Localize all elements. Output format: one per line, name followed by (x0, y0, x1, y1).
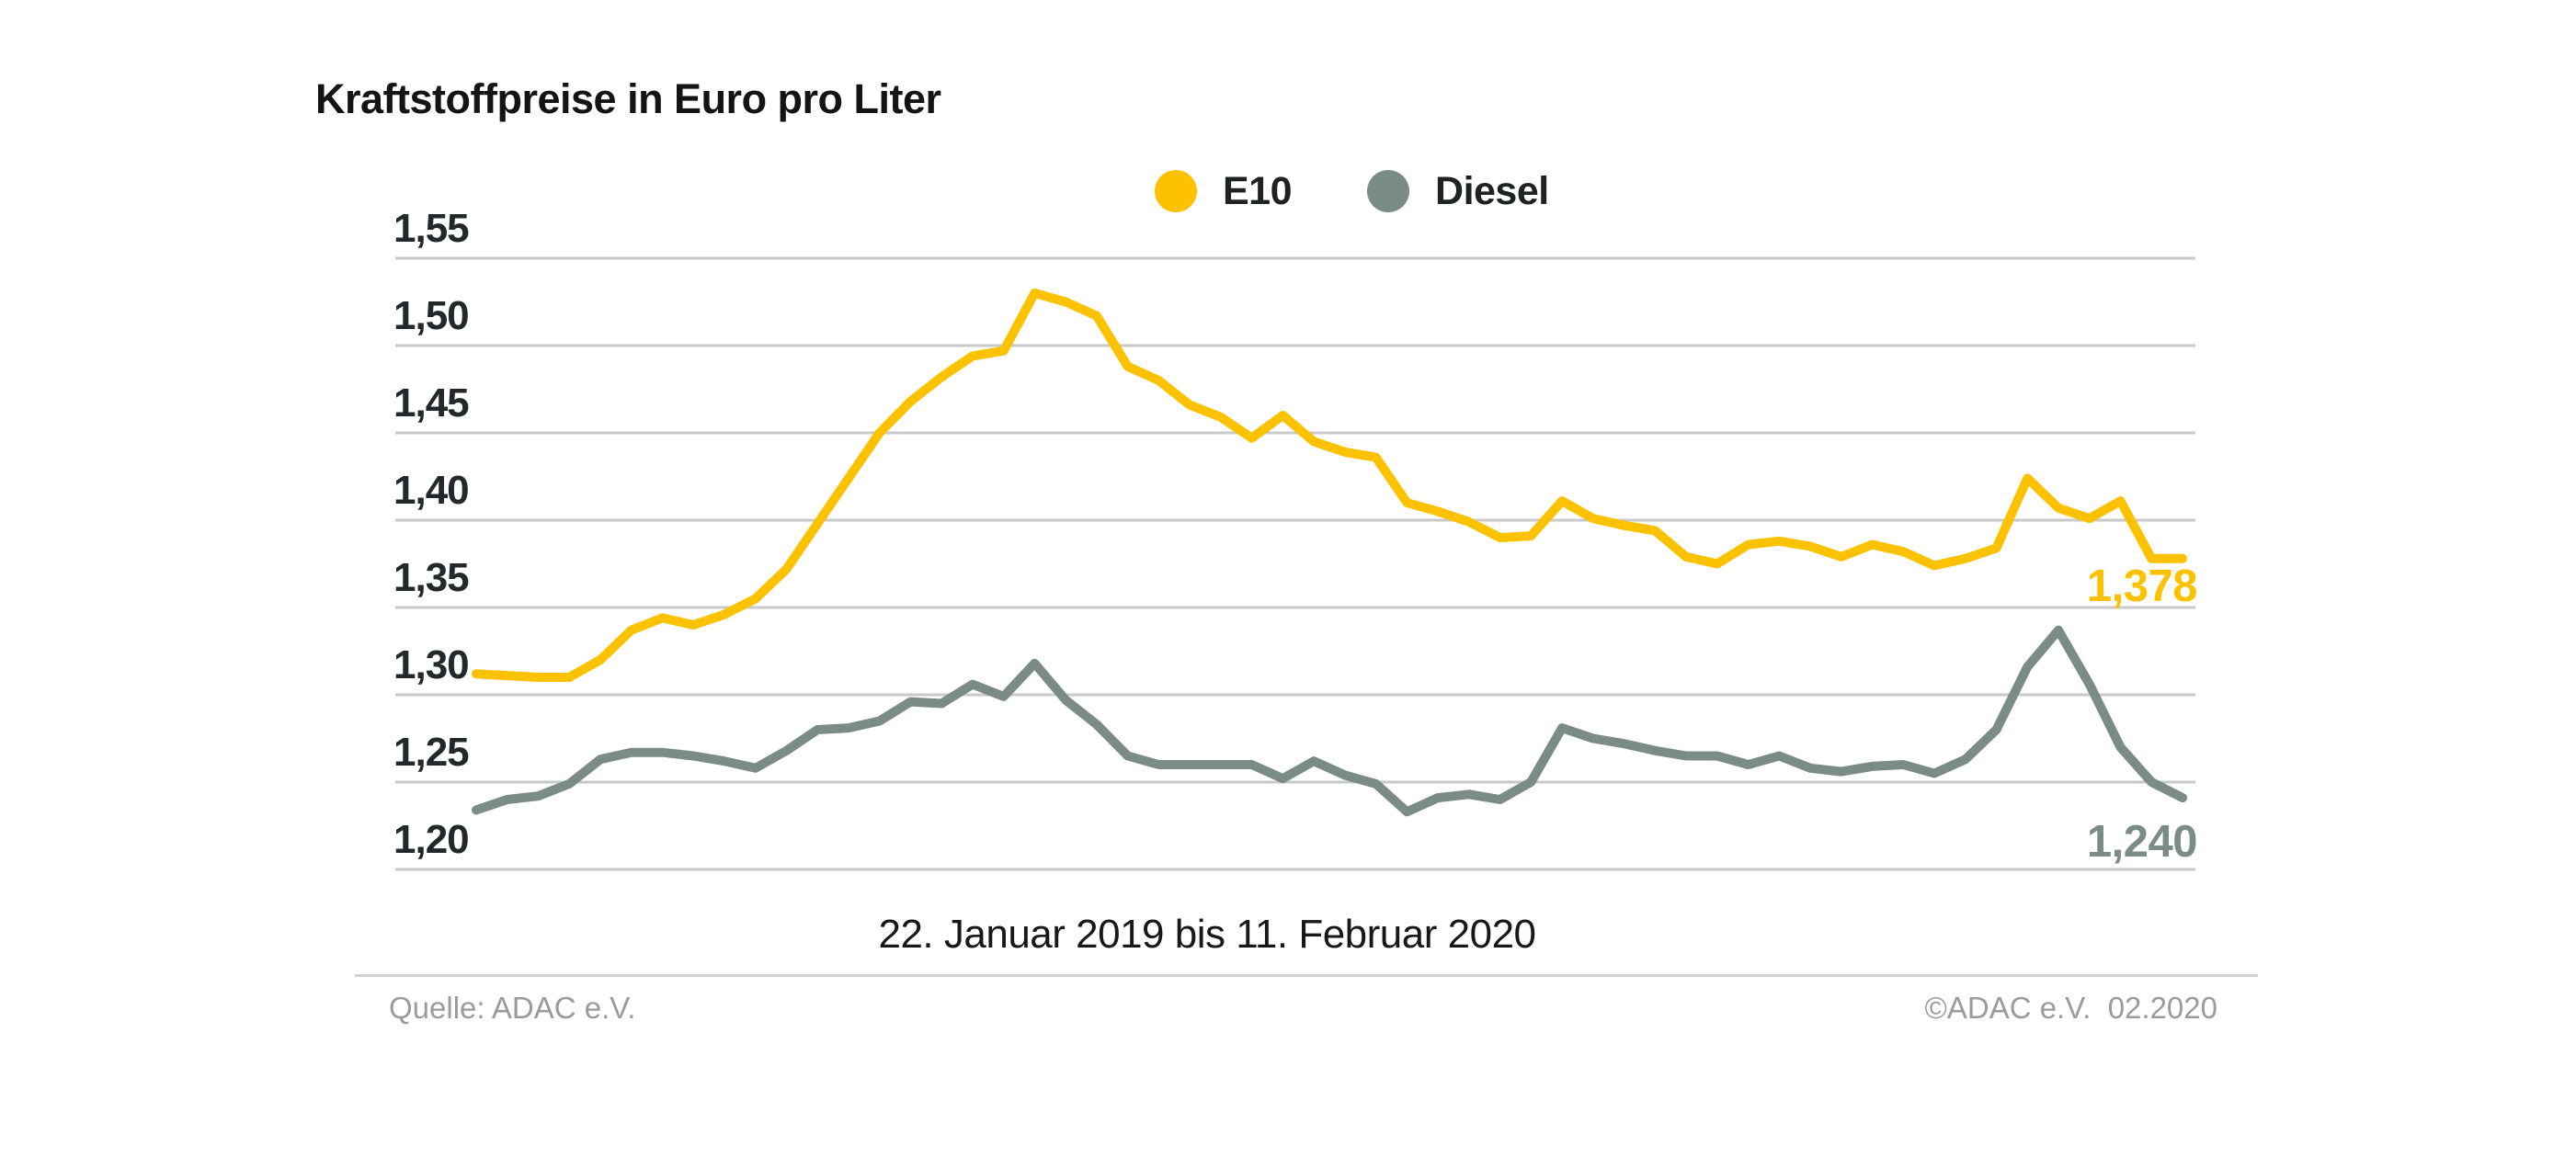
x-axis-caption: 22. Januar 2019 bis 11. Februar 2020 (878, 912, 1536, 957)
y-axis-label: 1,40 (393, 468, 470, 513)
y-axis-label: 1,20 (393, 817, 470, 862)
y-axis-label: 1,35 (393, 555, 470, 600)
y-axis-label: 1,30 (393, 642, 470, 687)
diesel-legend-swatch-icon (1367, 170, 1410, 212)
footer-separator (355, 974, 2258, 977)
y-axis-label: 1,50 (393, 293, 470, 338)
footer-copyright: ©ADAC e.V. 02.2020 (1924, 991, 2217, 1025)
legend: E10 Diesel (1155, 165, 1549, 217)
e10-line (472, 289, 2187, 682)
footer-source: Quelle: ADAC e.V. (389, 991, 636, 1025)
y-axis-label: 1,45 (393, 380, 470, 426)
y-axis-label: 1,25 (393, 730, 470, 775)
e10-legend-swatch-icon (1155, 170, 1197, 212)
y-axis-label: 1,55 (393, 206, 470, 251)
e10-end-value-label: 1,378 (2086, 562, 2198, 611)
diesel-end-value-label: 1,240 (2086, 817, 2198, 867)
diesel-line (472, 625, 2187, 817)
diesel-legend-label: Diesel (1435, 168, 1549, 213)
chart-title: Kraftstoffpreise in Euro pro Liter (315, 75, 941, 122)
e10-legend-label: E10 (1223, 168, 1293, 213)
